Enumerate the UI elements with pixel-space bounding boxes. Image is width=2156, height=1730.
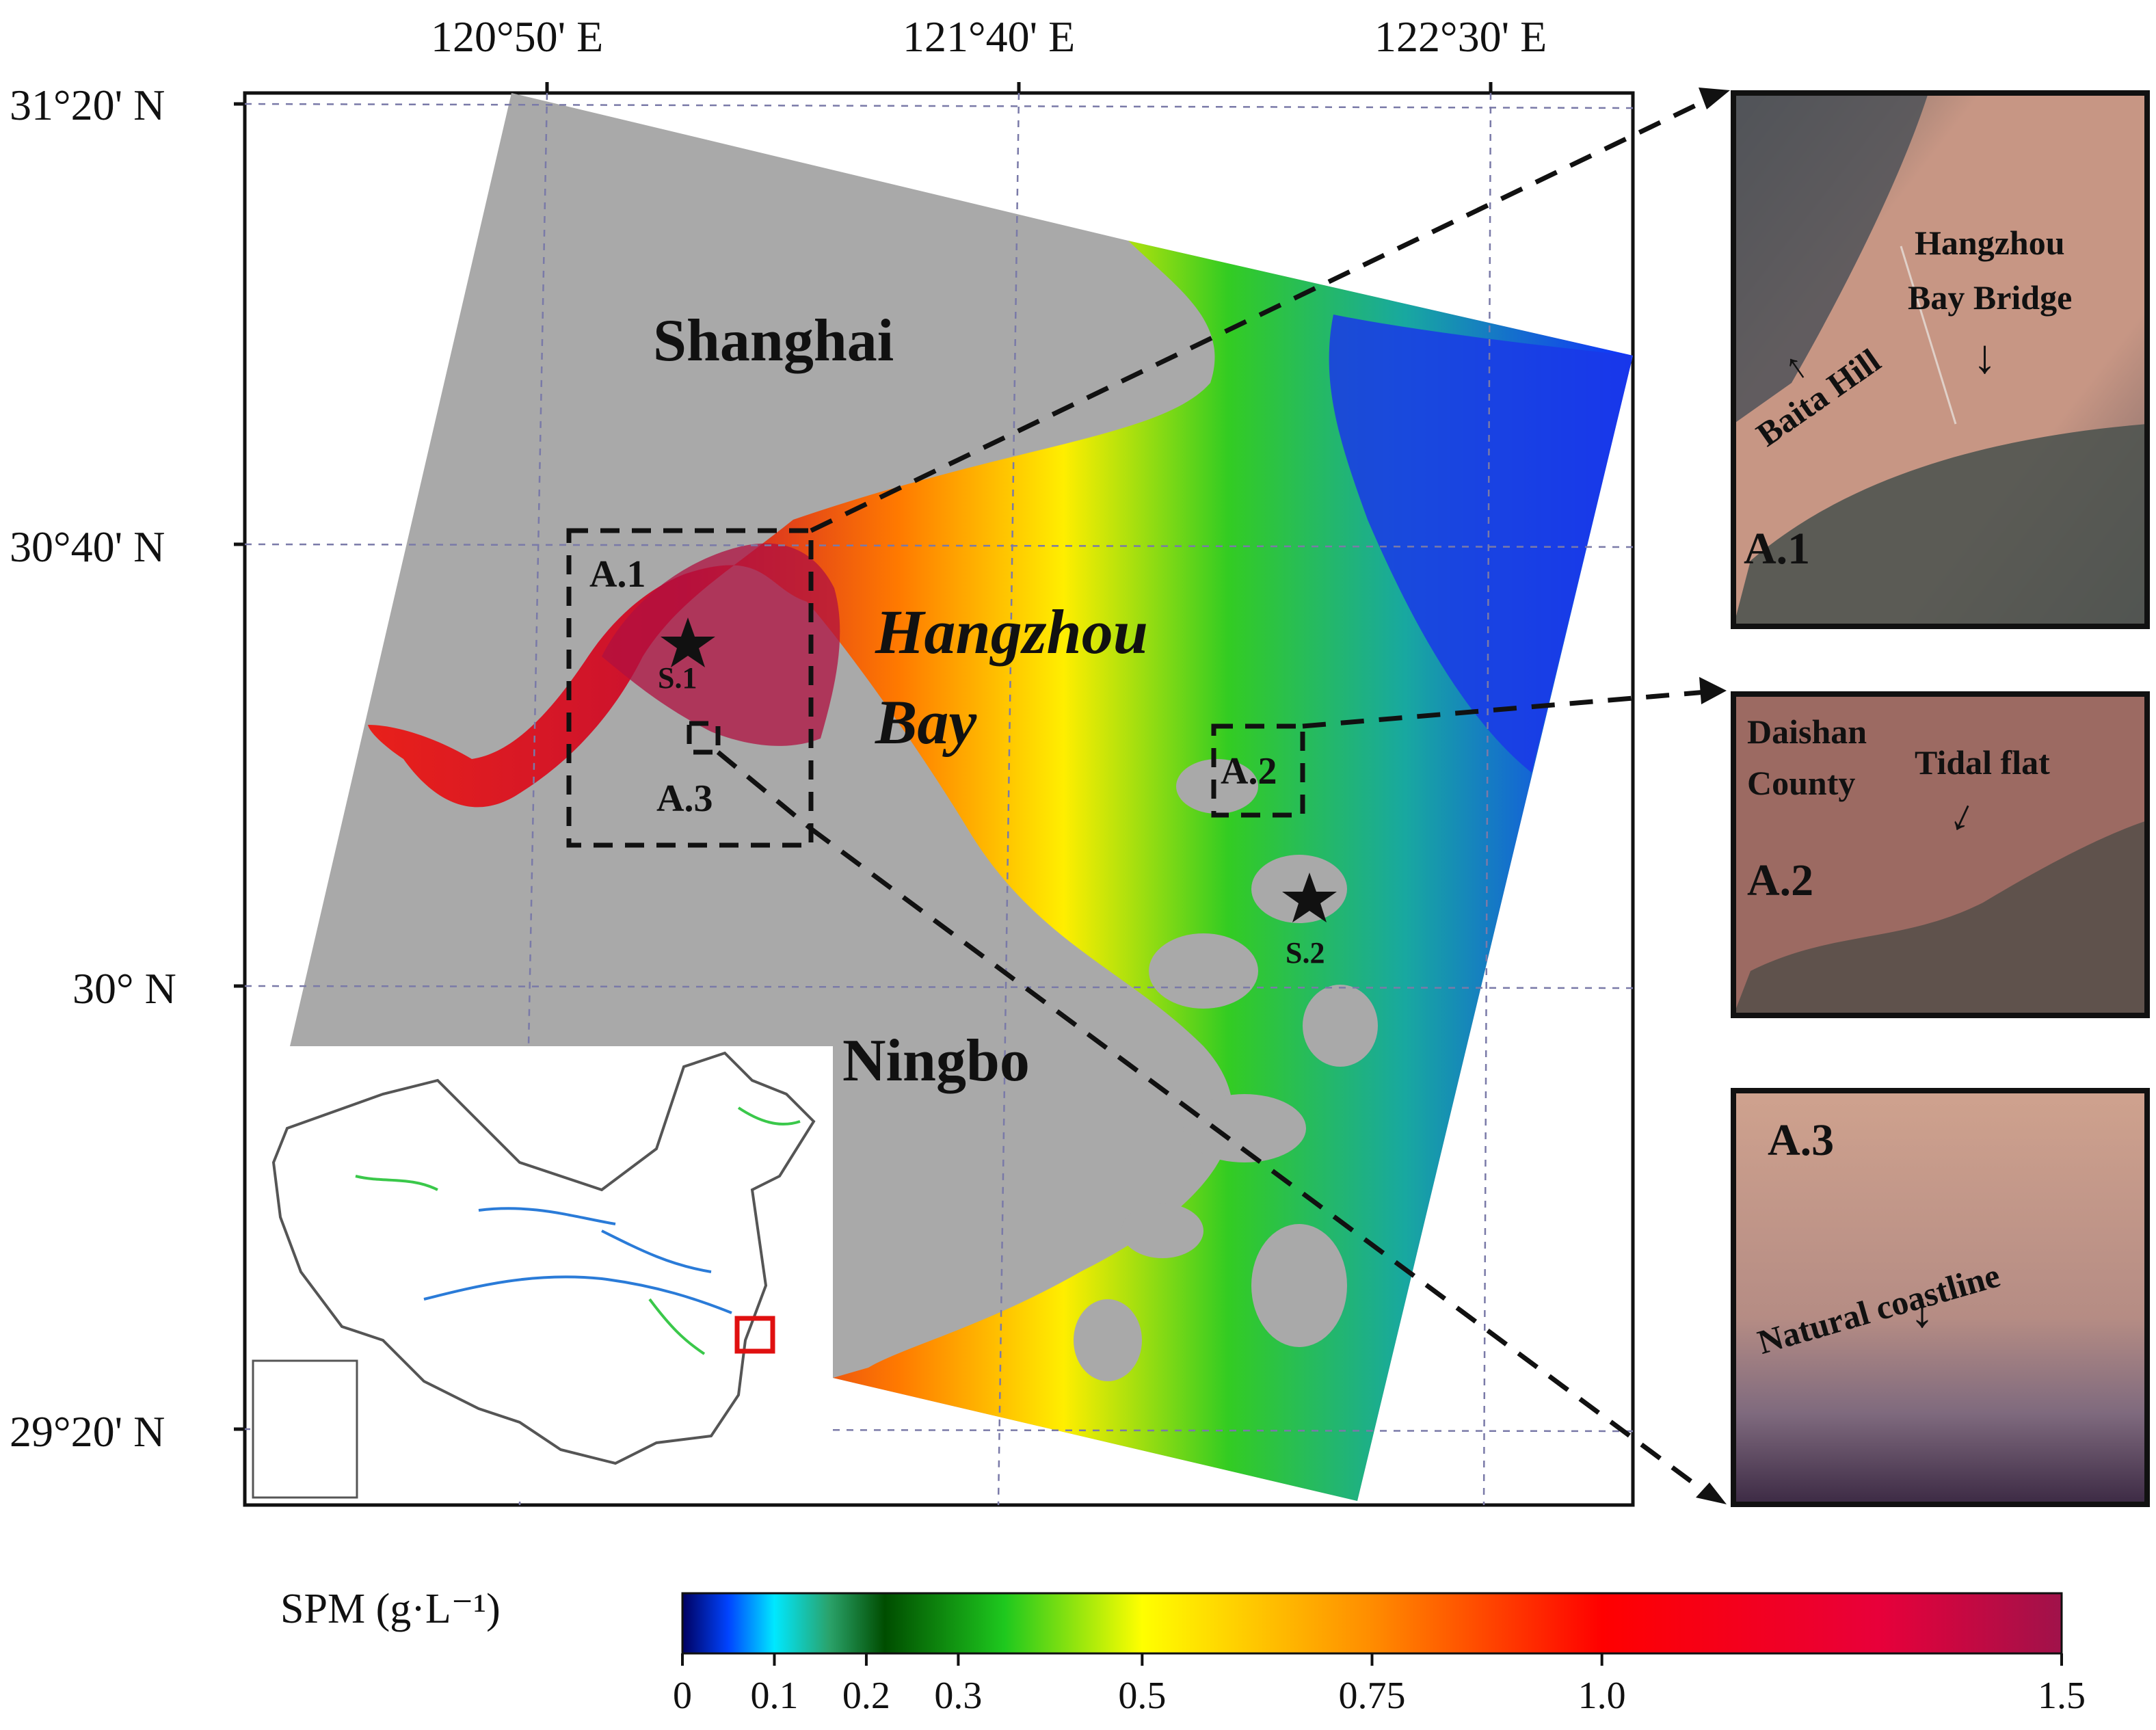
place-bay-line2: Bay: [875, 687, 977, 757]
colorbar-tick-label: 0.75: [1338, 1675, 1406, 1717]
a3-tag: A.3: [1768, 1115, 1835, 1165]
a1-tag: A.1: [1744, 524, 1811, 574]
lat-label-4: 29°20' N: [10, 1407, 165, 1456]
colorbar-tick-label: 0.5: [1118, 1675, 1167, 1717]
lon-label-1: 120°50' E: [431, 12, 604, 61]
box-a2-label: A.2: [1221, 750, 1277, 793]
lat-label-2: 30°40' N: [10, 522, 165, 571]
colorbar-rect: [681, 1592, 2063, 1655]
place-shanghai: Shanghai: [653, 308, 894, 374]
colorbar-tick-label: 0.1: [750, 1675, 799, 1717]
lat-label-1: 31°20' N: [10, 81, 165, 129]
box-a2: [1211, 723, 1305, 818]
place-bay-line1: Hangzhou: [875, 597, 1148, 667]
a2-county-line2: County: [1747, 764, 1856, 802]
colorbar-ticks: [681, 1653, 2063, 1666]
panel-a2-land: [1733, 821, 2147, 1015]
panel-a1-south-shore: [1733, 424, 2147, 626]
colorbar-tick-label: 0.3: [934, 1675, 983, 1717]
panel-a1-bridge: [1900, 245, 1957, 425]
a2-county-line1: Daishan: [1747, 713, 1867, 751]
china-rivers: [423, 1207, 732, 1314]
study-area-marker: [734, 1316, 775, 1354]
panel-a1-north-shore: [1733, 93, 1928, 424]
china-lakes: [355, 1106, 801, 1355]
site-stars: [661, 617, 1337, 922]
south-china-sea-inset: [252, 1359, 358, 1499]
a2-tidal-flat: Tidal flat: [1915, 743, 2050, 782]
subset-boxes: [566, 528, 1305, 848]
a2-tag: A.2: [1747, 855, 1814, 905]
colorbar-tick-label: 0: [673, 1675, 692, 1717]
place-ningbo: Ningbo: [842, 1028, 1030, 1094]
offshore-water: [1329, 315, 1633, 773]
site-s2-label: S.2: [1286, 936, 1325, 970]
colorbar-tick-label: 1.5: [2038, 1675, 2086, 1717]
a1-bridge-arrow-icon: ↓: [1973, 331, 1997, 384]
box-a3-label: A.3: [656, 777, 713, 820]
turbidity-core: [602, 543, 840, 746]
colorbar-tick-label: 1.0: [1578, 1675, 1626, 1717]
china-outline: [271, 1051, 816, 1465]
lon-label-2: 121°40' E: [903, 12, 1076, 61]
lat-label-3: 30° N: [72, 964, 176, 1013]
connectors: [716, 94, 1715, 1500]
box-a1: [566, 528, 814, 848]
colorbar-label: SPM (g·L⁻¹): [280, 1586, 501, 1632]
panel-a1: [1731, 90, 2150, 629]
colorbar-tick-label: 0.2: [842, 1675, 890, 1717]
spm-water-field: [368, 241, 1633, 1501]
panel-a3-image: [1733, 1091, 2147, 1504]
site-s1-label: S.1: [658, 661, 697, 695]
connector-arrows: [1696, 88, 1730, 1504]
a3-coast-arrow-icon: ↓: [1910, 1283, 1934, 1338]
islands: [1074, 759, 1378, 1381]
box-a1-label: A.1: [589, 553, 646, 596]
a1-bridge-line2: Bay Bridge: [1908, 278, 2073, 317]
box-a3: [687, 721, 721, 755]
panel-a2: [1731, 691, 2150, 1018]
a1-bridge-line1: Hangzhou: [1915, 224, 2065, 262]
panel-a3: [1731, 1088, 2150, 1507]
axis-ticks: [234, 82, 1493, 1431]
lon-label-3: 122°30' E: [1374, 12, 1547, 61]
